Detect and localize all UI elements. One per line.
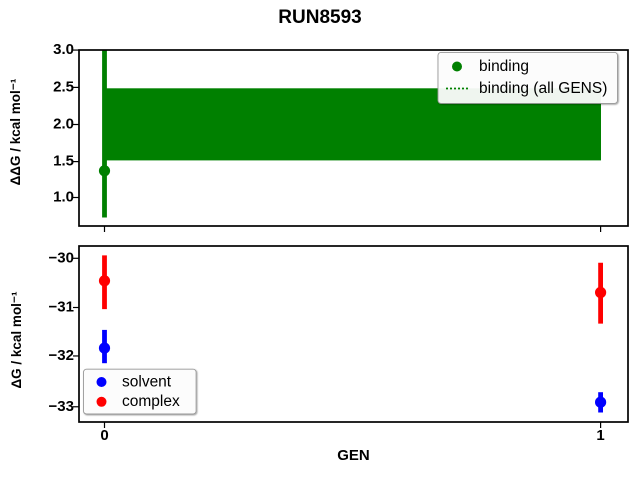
svg-text:−32: −32 <box>49 347 74 364</box>
svg-text:0: 0 <box>100 427 108 444</box>
svg-text:RUN8593: RUN8593 <box>278 7 361 28</box>
svg-text:GEN: GEN <box>337 447 370 464</box>
svg-text:complex: complex <box>122 393 180 410</box>
svg-text:solvent: solvent <box>122 373 172 390</box>
svg-text:binding (all GENS): binding (all GENS) <box>479 80 607 97</box>
svg-text:1.0: 1.0 <box>53 188 74 205</box>
svg-text:2.5: 2.5 <box>53 78 74 95</box>
svg-text:2.0: 2.0 <box>53 115 74 132</box>
svg-text:1: 1 <box>596 427 604 444</box>
svg-text:−31: −31 <box>49 299 74 316</box>
svg-text:1.5: 1.5 <box>53 153 74 170</box>
svg-text:ΔG / kcal mol⁻¹: ΔG / kcal mol⁻¹ <box>9 291 24 389</box>
svg-text:−33: −33 <box>49 398 74 415</box>
svg-text:binding: binding <box>479 58 529 75</box>
svg-text:ΔΔG / kcal mol⁻¹: ΔΔG / kcal mol⁻¹ <box>8 78 23 185</box>
svg-text:−30: −30 <box>49 249 74 266</box>
svg-text:3.0: 3.0 <box>53 41 74 58</box>
